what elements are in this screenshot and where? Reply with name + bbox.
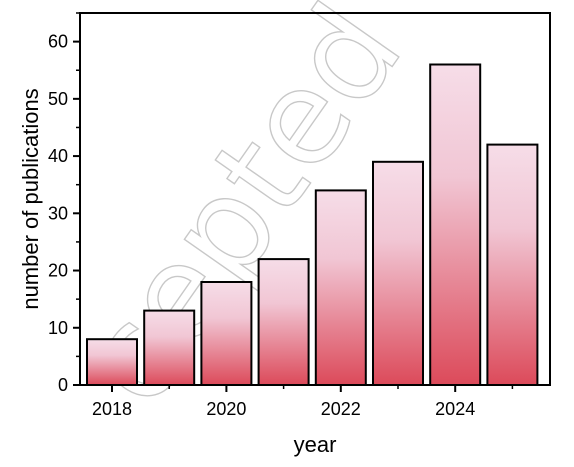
y-tick-label: 20	[48, 261, 68, 281]
y-axis: 0 10 20 30 40 50 60	[48, 12, 80, 395]
y-tick-label: 10	[48, 318, 68, 338]
bar-2018	[86, 338, 138, 387]
x-tick-label: 2020	[206, 399, 246, 419]
bar-2020	[200, 281, 253, 386]
y-tick-label: 0	[58, 375, 68, 395]
x-tick-label: 2018	[92, 399, 132, 419]
y-tick-label: 30	[48, 203, 68, 223]
x-tick-label: 2022	[321, 399, 361, 419]
bar-2024	[429, 63, 482, 386]
bar-2022	[314, 189, 367, 386]
x-axis: 2018 2020 2022 2024	[92, 385, 514, 419]
y-tick-label: 50	[48, 89, 68, 109]
x-axis-title: year	[294, 432, 337, 457]
y-tick-label: 40	[48, 146, 68, 166]
bar-2023	[372, 160, 424, 386]
bars-group	[86, 63, 539, 387]
bar-2021	[257, 258, 310, 387]
y-tick-label: 60	[48, 32, 68, 52]
bar-2025	[486, 143, 539, 386]
x-tick-label: 2024	[435, 399, 475, 419]
y-axis-title: number of publications	[18, 88, 43, 309]
bar-2019	[143, 309, 196, 387]
plot-frame	[79, 12, 551, 386]
